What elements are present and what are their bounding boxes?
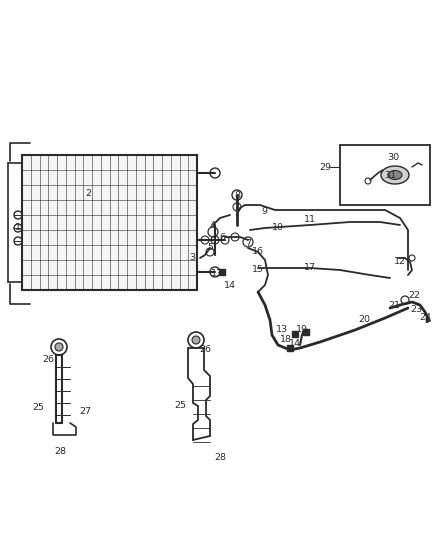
Text: 28: 28 [54, 448, 66, 456]
Circle shape [192, 336, 200, 344]
Circle shape [55, 343, 63, 351]
Text: 14: 14 [289, 340, 301, 349]
Text: 29: 29 [319, 164, 331, 173]
Text: 26: 26 [42, 356, 54, 365]
Text: 27: 27 [79, 408, 91, 416]
Text: 4: 4 [210, 221, 216, 230]
Text: 19: 19 [296, 326, 308, 335]
Text: 12: 12 [394, 257, 406, 266]
Text: 18: 18 [280, 335, 292, 344]
Text: 10: 10 [272, 222, 284, 231]
Text: 7: 7 [245, 238, 251, 247]
Text: 26: 26 [199, 345, 211, 354]
Text: 15: 15 [252, 265, 264, 274]
Text: 1: 1 [15, 223, 21, 232]
Text: 23: 23 [410, 305, 422, 314]
Text: 31: 31 [384, 171, 396, 180]
Text: 17: 17 [304, 263, 316, 272]
Text: 2: 2 [85, 189, 91, 198]
Text: 28: 28 [214, 454, 226, 463]
Text: 6: 6 [219, 233, 225, 243]
Text: 25: 25 [32, 403, 44, 413]
Text: 5: 5 [207, 244, 213, 253]
Bar [340, 145, 430, 205]
Text: 13: 13 [276, 326, 288, 335]
Text: 9: 9 [261, 207, 267, 216]
Text: 13: 13 [211, 269, 223, 278]
Text: 24: 24 [419, 313, 431, 322]
Text: 20: 20 [358, 316, 370, 325]
Ellipse shape [381, 166, 409, 184]
Text: 14: 14 [224, 280, 236, 289]
Text: 22: 22 [408, 290, 420, 300]
Text: 21: 21 [388, 301, 400, 310]
Text: 8: 8 [234, 191, 240, 200]
Text: 30: 30 [387, 154, 399, 163]
Ellipse shape [388, 171, 402, 180]
Bar [22, 155, 197, 290]
Text: 3: 3 [189, 254, 195, 262]
Text: 25: 25 [174, 400, 186, 409]
Text: 11: 11 [304, 215, 316, 224]
Text: 16: 16 [252, 247, 264, 256]
